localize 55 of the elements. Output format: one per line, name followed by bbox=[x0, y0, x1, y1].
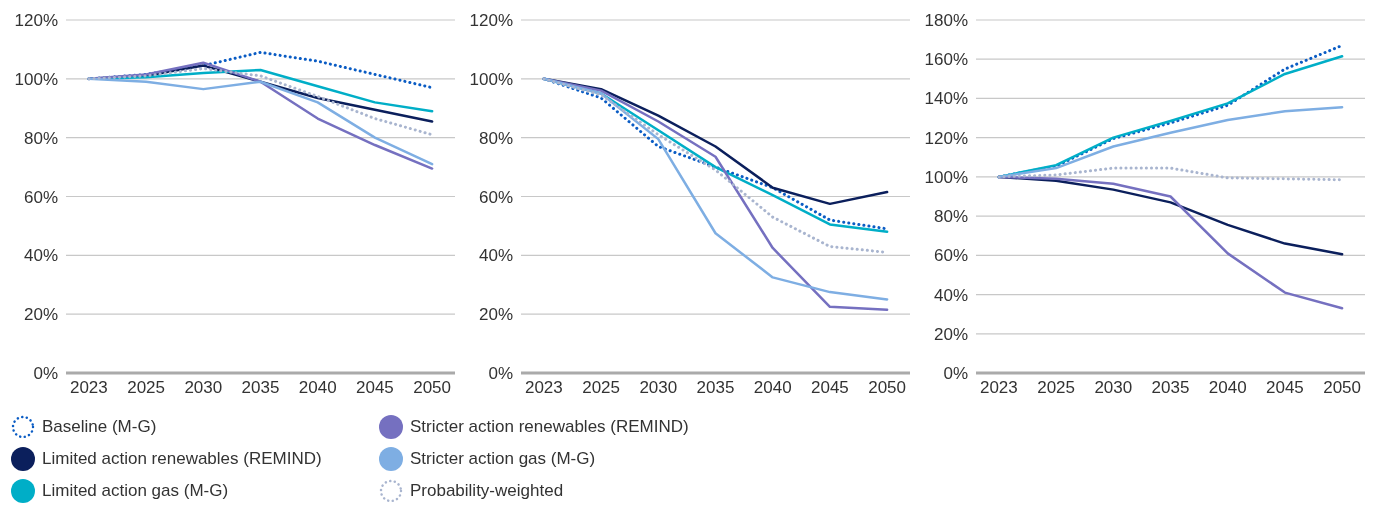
y-tick-label: 20% bbox=[933, 324, 968, 344]
y-tick-label: 100% bbox=[924, 167, 968, 187]
y-tick-label: 20% bbox=[478, 305, 513, 325]
x-tick-label: 2040 bbox=[753, 378, 792, 398]
y-tick-label: 0% bbox=[33, 364, 58, 384]
legend-label: Limited action gas (M-G) bbox=[42, 481, 229, 501]
line-series bbox=[87, 77, 434, 166]
y-tick-label: 40% bbox=[933, 285, 968, 305]
legend-label: Limited action renewables (REMIND) bbox=[42, 449, 322, 469]
x-tick-label: 2050 bbox=[1323, 378, 1362, 398]
y-tick-label: 40% bbox=[478, 246, 513, 266]
y-tick-label: 100% bbox=[469, 69, 513, 89]
x-tick-label: 2040 bbox=[298, 378, 337, 398]
legend-label: Stricter action renewables (REMIND) bbox=[410, 417, 689, 437]
y-tick-label: 120% bbox=[924, 128, 968, 148]
x-tick-label: 2030 bbox=[184, 378, 223, 398]
x-tick-label: 2050 bbox=[868, 378, 907, 398]
line-series bbox=[87, 67, 434, 137]
y-tick-label: 60% bbox=[23, 187, 58, 207]
x-tick-label: 2045 bbox=[811, 378, 849, 398]
y-tick-label: 100% bbox=[14, 69, 58, 89]
line-series bbox=[997, 106, 1344, 179]
y-tick-label: 80% bbox=[933, 207, 968, 227]
y-tick-label: 40% bbox=[23, 246, 58, 266]
line-series bbox=[997, 166, 1344, 182]
y-tick-label: 60% bbox=[933, 246, 968, 266]
y-tick-label: 120% bbox=[469, 11, 513, 31]
legend-label: Probability-weighted bbox=[410, 481, 564, 501]
x-tick-label: 2040 bbox=[1208, 378, 1247, 398]
x-tick-label: 2045 bbox=[1266, 378, 1304, 398]
x-tick-label: 2025 bbox=[582, 378, 620, 398]
x-tick-label: 2025 bbox=[1037, 378, 1075, 398]
x-tick-label: 2035 bbox=[241, 378, 280, 398]
y-tick-label: 0% bbox=[488, 364, 513, 384]
y-tick-label: 60% bbox=[478, 187, 513, 207]
y-tick-label: 20% bbox=[23, 305, 58, 325]
x-tick-label: 2035 bbox=[1151, 378, 1190, 398]
x-tick-label: 2023 bbox=[524, 378, 563, 398]
legend-label: Baseline (M-G) bbox=[42, 417, 157, 437]
y-tick-label: 180% bbox=[924, 11, 968, 31]
x-tick-label: 2045 bbox=[356, 378, 394, 398]
x-tick-label: 2025 bbox=[127, 378, 165, 398]
y-tick-label: 80% bbox=[23, 128, 58, 148]
y-tick-label: 160% bbox=[924, 50, 968, 70]
y-tick-label: 120% bbox=[14, 11, 58, 31]
legend-label: Stricter action gas (M-G) bbox=[410, 449, 596, 469]
y-tick-label: 0% bbox=[943, 364, 968, 384]
y-tick-label: 80% bbox=[478, 128, 513, 148]
x-tick-label: 2023 bbox=[979, 378, 1018, 398]
y-tick-label: 140% bbox=[924, 89, 968, 109]
x-tick-label: 2050 bbox=[413, 378, 452, 398]
x-tick-label: 2030 bbox=[1094, 378, 1133, 398]
x-tick-label: 2030 bbox=[639, 378, 678, 398]
x-tick-label: 2023 bbox=[69, 378, 108, 398]
x-tick-label: 2035 bbox=[696, 378, 735, 398]
